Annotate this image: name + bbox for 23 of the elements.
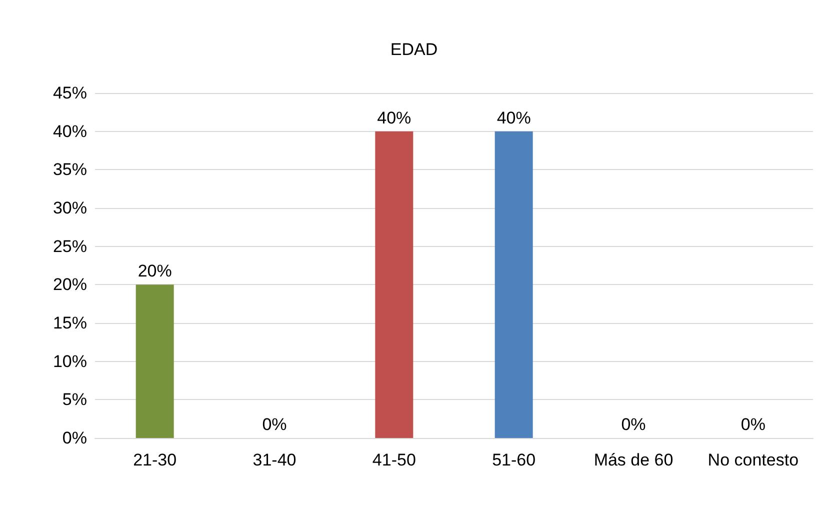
y-tick-label: 0%: [62, 428, 87, 448]
y-tick-label: 45%: [52, 84, 87, 102]
x-tick-label: Más de 60: [594, 450, 674, 470]
data-label: 0%: [740, 415, 766, 434]
x-tick-label: 21-30: [133, 450, 177, 470]
y-tick-label: 30%: [52, 198, 87, 218]
y-tick-label: 5%: [62, 390, 87, 410]
y-tick-label: 35%: [52, 160, 87, 180]
x-tick-label: 51-60: [492, 450, 536, 470]
y-tick-label: 40%: [52, 122, 87, 141]
data-label: 40%: [377, 108, 412, 128]
y-tick-label: 25%: [52, 236, 87, 256]
x-tick-label: 31-40: [252, 450, 296, 470]
x-tick-label: 41-50: [372, 450, 416, 470]
y-tick-label: 20%: [52, 275, 87, 294]
data-label: 40%: [496, 108, 531, 128]
chart-title: EDAD: [390, 40, 438, 59]
y-tick-label: 15%: [52, 314, 87, 332]
data-label: 20%: [138, 262, 172, 281]
data-label: 0%: [621, 415, 646, 434]
y-tick-label: 10%: [52, 352, 87, 371]
data-label: 0%: [262, 415, 287, 434]
x-tick-label: No contesto: [708, 450, 799, 470]
